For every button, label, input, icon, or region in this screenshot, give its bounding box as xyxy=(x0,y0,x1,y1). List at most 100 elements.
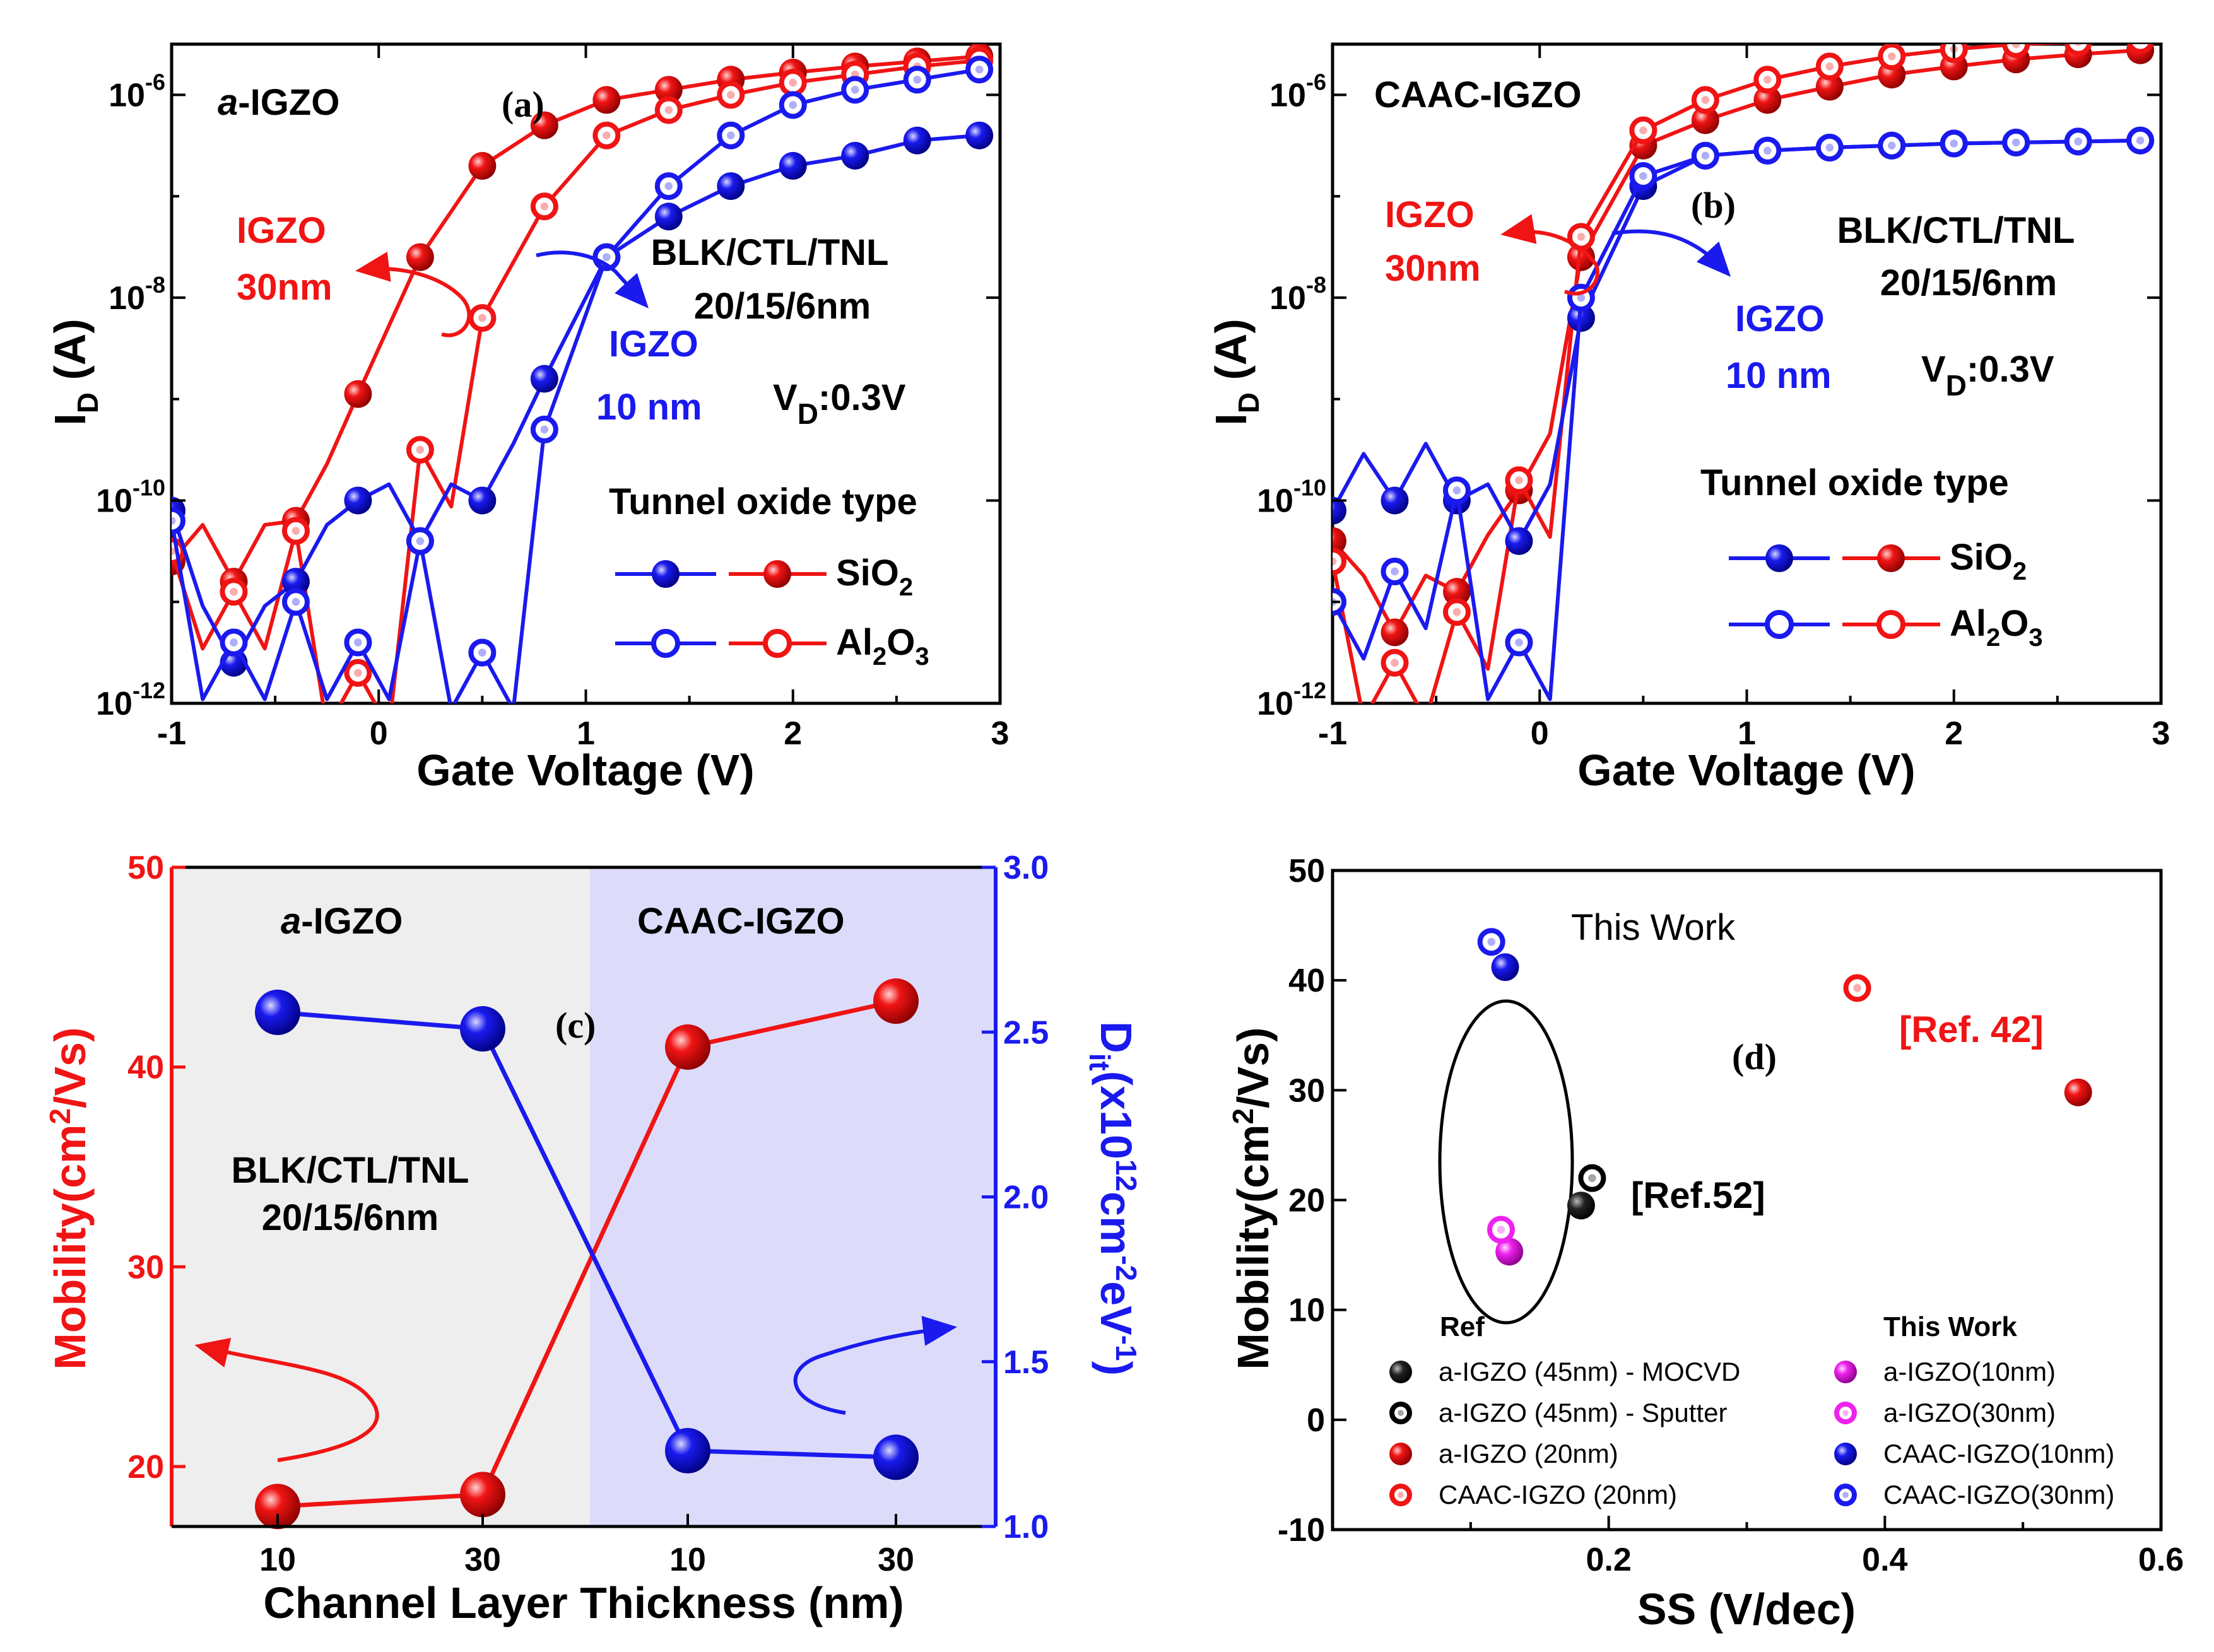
b-point xyxy=(1333,496,1346,525)
a-point-core xyxy=(478,648,486,657)
d-legend-marker xyxy=(1834,1402,1857,1424)
a-point xyxy=(717,121,745,149)
a-point-core xyxy=(230,638,238,647)
panel-d-legend-tw-title: This Work xyxy=(1883,1311,2017,1342)
a-y-tick-label: 10-8 xyxy=(109,272,165,317)
d-x-tick-label: 0.4 xyxy=(1862,1542,1907,1578)
c-x-tick-label: 10 xyxy=(669,1542,706,1578)
a-point-core xyxy=(354,669,362,677)
d-legend-marker-core xyxy=(1842,1410,1849,1416)
a-point-core xyxy=(230,587,238,596)
panel-d-label: (d) xyxy=(1732,1036,1777,1077)
b-y-tick-label: 10-10 xyxy=(1257,474,1326,519)
a-point-core xyxy=(603,253,611,261)
a-point-core xyxy=(726,131,735,139)
b-y-tick-label: 10-12 xyxy=(1257,677,1326,722)
a-point xyxy=(592,121,621,149)
panel-b-series xyxy=(1333,44,2155,703)
a-point-core xyxy=(789,101,798,109)
d-legend-marker xyxy=(1389,1443,1412,1465)
panel-a-blue-arrow xyxy=(536,250,649,308)
panel-d-points xyxy=(1477,928,2092,1266)
a-point-core xyxy=(789,78,798,87)
panel-c-label: (c) xyxy=(555,1005,596,1046)
c-x-tick-label: 30 xyxy=(878,1542,914,1578)
b-point-core xyxy=(1764,75,1772,84)
a-point xyxy=(654,76,683,104)
panel-b-stack-line2: 20/15/6nm xyxy=(1880,262,2058,303)
c-left-tick-label: 50 xyxy=(127,850,164,886)
panel-d-this-work-label: This Work xyxy=(1571,907,1736,948)
b-x-tick-label: 3 xyxy=(2152,715,2170,752)
a-point-core xyxy=(975,65,984,74)
c-point xyxy=(665,1024,710,1070)
panel-a-title: a-IGZO xyxy=(218,82,339,123)
b-point-core xyxy=(2075,44,2082,47)
b-point xyxy=(2002,128,2030,156)
a-point xyxy=(903,66,931,94)
d-x-tick-label: 0.6 xyxy=(2138,1542,2184,1578)
a-x-tick-label: 1 xyxy=(577,715,595,752)
d-point xyxy=(1578,1164,1606,1192)
c-right-tick-label: 2.0 xyxy=(1003,1180,1049,1216)
c-point xyxy=(255,1484,300,1530)
panel-b-red-arrow-curl xyxy=(1563,264,1599,296)
legend-marker xyxy=(763,629,792,658)
c-x-tick-label: 10 xyxy=(259,1542,296,1578)
a-point xyxy=(281,517,310,545)
panel-d-ylabel: Mobility(cm2/Vs) xyxy=(1227,1028,1278,1370)
b-point xyxy=(1505,628,1533,657)
panel-d-y-ticks: -10 0 10 20 30 40 50 xyxy=(1278,853,1346,1549)
a-point xyxy=(841,141,869,170)
b-point-core xyxy=(2011,44,2020,49)
b-point xyxy=(1691,141,1719,170)
c-right-tick-label: 1.0 xyxy=(1003,1509,1049,1545)
b-point xyxy=(1753,66,1782,94)
a-point xyxy=(344,659,372,687)
d-y-tick-label: 50 xyxy=(1288,853,1325,889)
b-point xyxy=(1333,547,1346,575)
legend-marker xyxy=(652,560,680,588)
d-y-tick-label: 40 xyxy=(1288,963,1325,999)
panel-c-blue-arrow xyxy=(793,1316,957,1415)
d-legend-marker-core xyxy=(1842,1492,1849,1498)
c-left-tick-label: 30 xyxy=(127,1249,164,1286)
a-point xyxy=(530,365,558,393)
panel-a: -1 0 1 2 3 10-12 10-10 10-8 10-6 Gate Voltage (… xyxy=(45,42,1009,795)
a-point-core xyxy=(172,547,176,556)
b-point-core xyxy=(1701,96,1710,104)
panel-b-igzo30-line1: IGZO xyxy=(1385,194,1475,235)
legend-marker xyxy=(763,560,791,588)
a-y-tick-label: 10-10 xyxy=(96,474,165,519)
b-point xyxy=(2064,127,2092,156)
d-point-core xyxy=(1588,1174,1596,1182)
a-point xyxy=(344,628,372,657)
b-point xyxy=(1381,486,1409,515)
a-point-core xyxy=(172,517,176,525)
a-point xyxy=(344,380,372,408)
d-point xyxy=(1477,928,1505,956)
panel-a-igzo30-line2: 30nm xyxy=(237,267,333,308)
a-point-core xyxy=(913,75,921,84)
d-y-tick-label: 20 xyxy=(1288,1183,1325,1219)
panel-a-series xyxy=(172,44,994,703)
a-point xyxy=(281,588,310,616)
c-point xyxy=(873,978,919,1024)
panel-b-xlabel: Gate Voltage (V) xyxy=(1577,746,1915,795)
a-point xyxy=(468,486,497,515)
panel-c-xlabel: Channel Layer Thickness (nm) xyxy=(263,1578,904,1627)
panel-d-legend: a-IGZO (45nm) - MOCVD a-IGZO (45nm) - Spu… xyxy=(1389,1357,2114,1509)
panel-b-legend-sio2: SiO2 xyxy=(1950,537,2027,585)
c-point xyxy=(460,1006,505,1052)
panel-b-stack-line1: BLK/CTL/TNL xyxy=(1837,210,2075,251)
panel-b: -1 0 1 2 3 10-12 10-10 10-8 10-6 Gate Voltage (… xyxy=(1206,42,2170,795)
panel-a-label: (a) xyxy=(502,84,545,125)
b-point-core xyxy=(1577,233,1586,241)
panel-a-red-arrow xyxy=(355,252,462,298)
b-point xyxy=(1505,527,1533,555)
d-y-tick-label: 30 xyxy=(1288,1072,1325,1109)
b-point xyxy=(1691,106,1719,134)
a-point-core xyxy=(354,638,362,647)
b-point-core xyxy=(1515,638,1523,647)
d-point xyxy=(1491,953,1519,981)
